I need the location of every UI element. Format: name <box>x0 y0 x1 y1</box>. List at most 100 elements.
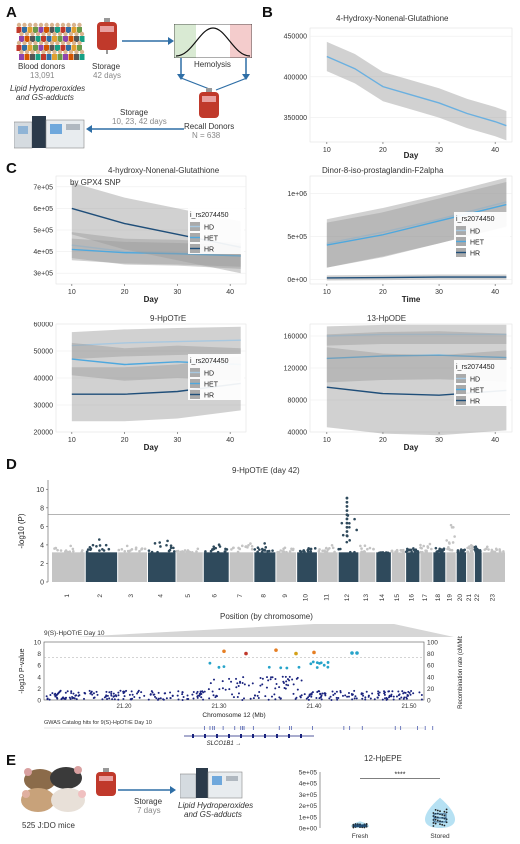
snp-point <box>253 694 256 697</box>
snp-point <box>236 682 239 685</box>
data-point <box>436 819 439 822</box>
snp-point <box>296 688 299 691</box>
donor-body <box>24 36 30 42</box>
gene-exon <box>204 734 206 738</box>
chromosome-label: 17 <box>422 594 429 602</box>
legend-label: HR <box>204 393 214 400</box>
snp-point <box>256 546 260 550</box>
snp-point <box>91 693 94 696</box>
snp-point <box>355 697 358 700</box>
snp-point <box>388 694 391 697</box>
snp-point <box>447 547 450 551</box>
snp-point <box>186 549 190 552</box>
snp-point <box>325 550 329 553</box>
gene-exon <box>240 734 242 738</box>
x-tick-label: 21.30 <box>211 704 227 710</box>
snp-point <box>128 693 131 696</box>
snp-point <box>450 526 454 529</box>
top-snp-point <box>312 650 316 655</box>
snp-point <box>244 545 248 548</box>
snp-point <box>398 697 401 700</box>
snp-point <box>285 550 288 554</box>
donor-body <box>71 27 77 33</box>
e-gs-text: and GS-adducts <box>184 810 242 819</box>
snp-point <box>203 690 206 693</box>
snp-point <box>172 546 175 550</box>
snp-point <box>267 549 271 553</box>
x-tick-label: 30 <box>173 289 181 296</box>
donor-head <box>52 49 57 55</box>
snp-point <box>51 692 54 695</box>
donor-head <box>77 40 82 46</box>
snp-point <box>285 683 288 686</box>
snp-point <box>242 676 245 679</box>
snp-point <box>337 697 340 700</box>
panel-a-label: A <box>6 4 17 21</box>
snp-point <box>199 690 202 693</box>
donor-head <box>24 31 30 37</box>
snp-point <box>401 549 404 552</box>
chromosome-band <box>203 552 229 582</box>
snp-point <box>137 689 140 692</box>
chromosome-label: 18 <box>435 594 442 602</box>
snp-point <box>410 690 413 693</box>
y-tick-label: 160000 <box>284 334 307 341</box>
snp-point <box>114 694 117 697</box>
snp-point <box>270 695 273 698</box>
snp-point <box>192 691 195 694</box>
donor-body <box>49 45 55 51</box>
snp-point <box>97 538 101 541</box>
snp-point <box>209 549 213 553</box>
snp-point <box>381 551 385 554</box>
x-tick-label: 20 <box>121 289 129 296</box>
gs-adducts-text: and GS-adducts <box>16 93 74 102</box>
x-tick-label: 40 <box>491 289 499 296</box>
snp-point <box>157 691 160 694</box>
y-tick-label: 40000 <box>34 376 54 383</box>
x-tick-label: 10 <box>68 437 76 444</box>
snp-point <box>75 698 78 701</box>
chromosome-label: 15 <box>394 594 401 602</box>
snp-point <box>320 698 323 701</box>
chromosome-21 <box>466 544 475 582</box>
chromosome-17 <box>419 542 433 582</box>
chromosome-band <box>467 552 474 582</box>
violin-shape <box>425 797 455 828</box>
snp-point <box>361 697 364 700</box>
legend-label: HR <box>204 247 214 254</box>
snp-point <box>395 695 398 698</box>
snp-point <box>74 694 77 697</box>
snp-point <box>340 521 344 525</box>
series-line-HR <box>326 276 507 279</box>
snp-point <box>353 517 356 521</box>
panel-b-title: 4-Hydroxy-Nonenal-Glutathione <box>336 14 449 23</box>
data-point <box>432 822 435 824</box>
snp-point <box>355 528 358 532</box>
snp-point <box>298 549 302 553</box>
significance-stars: **** <box>395 772 406 779</box>
x-tick-label: 10 <box>68 289 76 296</box>
snp-point <box>377 690 380 693</box>
donor-head <box>68 31 74 37</box>
snp-point <box>192 697 195 700</box>
ld-snp-point <box>297 665 301 669</box>
storage-days-text: 42 days <box>93 71 122 80</box>
donor-body <box>19 36 24 42</box>
donor-head <box>52 31 57 37</box>
snp-point <box>131 693 134 696</box>
snp-point <box>404 691 407 694</box>
snp-point <box>309 547 313 551</box>
gwas-catalog-label: GWAS Catalog hits for 9(S)-HpOTrE Day 10 <box>44 720 152 726</box>
data-point <box>434 822 437 825</box>
snp-point <box>81 549 84 552</box>
snp-point <box>70 692 73 695</box>
snp-point <box>366 547 369 551</box>
snp-point <box>215 695 218 698</box>
top-snp-point <box>222 649 226 654</box>
e-mass-spectrometer-icon <box>180 768 243 799</box>
arrow-left-icon <box>86 125 184 133</box>
storage2-text: Storage <box>120 108 149 117</box>
y2-tick-label: 40 <box>427 674 435 681</box>
y-tick-label: 350000 <box>284 115 307 122</box>
chromosome-13 <box>359 544 376 582</box>
